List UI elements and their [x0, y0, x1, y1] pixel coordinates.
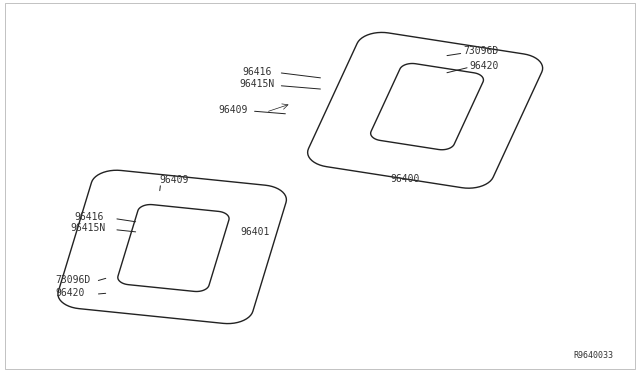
Text: 96400: 96400 — [390, 174, 419, 184]
Text: 96401: 96401 — [241, 227, 269, 237]
Text: 96416: 96416 — [75, 212, 104, 222]
Text: 96415N: 96415N — [70, 224, 106, 234]
Text: 96415N: 96415N — [240, 80, 275, 89]
Text: 73096D: 73096D — [56, 275, 91, 285]
Text: 96409: 96409 — [159, 176, 189, 186]
Text: 96420: 96420 — [470, 61, 499, 71]
Text: 96420: 96420 — [56, 288, 85, 298]
Text: 96409: 96409 — [218, 105, 248, 115]
Text: 73096D: 73096D — [463, 46, 499, 56]
Text: 96416: 96416 — [243, 67, 271, 77]
Text: R9640033: R9640033 — [573, 350, 613, 359]
